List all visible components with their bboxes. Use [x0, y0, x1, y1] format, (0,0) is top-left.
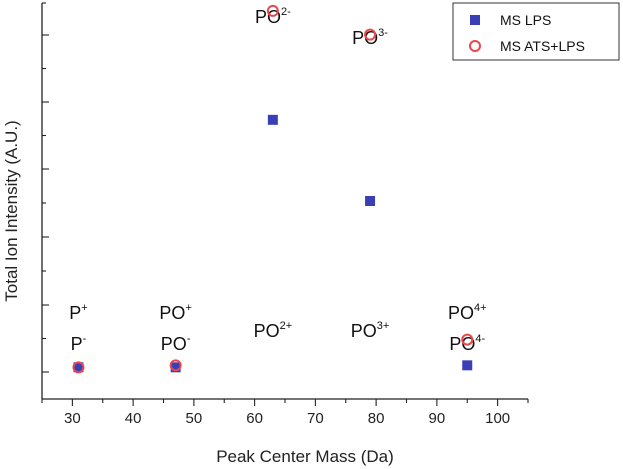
- ms-lps-point: [267, 114, 278, 125]
- legend-marker-ms-ats-lps: [469, 40, 481, 52]
- ion-label-charge: 3+: [377, 320, 390, 332]
- legend: MS LPS MS ATS+LPS: [452, 2, 620, 61]
- ion-label-charge: +: [185, 302, 191, 314]
- ion-label: PO2+: [254, 320, 293, 341]
- x-tick-label: 50: [186, 410, 203, 427]
- ms-ats-lps-point: [461, 333, 474, 346]
- legend-marker-ms-lps: [470, 15, 480, 25]
- tick-labels: 30 40 50 60 70 80 90 100: [64, 410, 510, 427]
- ion-label-charge: 4+: [474, 302, 487, 314]
- legend-box: [452, 2, 620, 61]
- ion-label: PO3+: [351, 320, 390, 341]
- ion-annotations: P+P-PO+PO- PO2+PO2-PO3+PO3-PO4+PO4-: [69, 6, 486, 354]
- ms-ats-lps-point: [364, 28, 377, 41]
- ms-lps-point: [462, 360, 473, 371]
- ion-label-charge: 3-: [378, 27, 388, 39]
- x-tick-label: 40: [125, 410, 142, 427]
- ion-label-base: PO: [161, 334, 187, 354]
- ion-label-base: PO: [448, 303, 474, 323]
- ion-label-charge: 4-: [475, 333, 485, 345]
- x-tick-label: 90: [429, 410, 446, 427]
- ms-ats-lps-point: [266, 4, 279, 17]
- ion-label: PO-: [161, 333, 191, 354]
- ms-lps-point: [170, 362, 181, 373]
- ion-label-charge: +: [81, 302, 87, 314]
- ms-ats-lps-point: [72, 361, 85, 374]
- ion-label-charge: 2-: [281, 6, 291, 18]
- legend-label: MS ATS+LPS: [500, 38, 585, 54]
- ms-ats-lps-point: [169, 359, 182, 372]
- ion-label-base: PO: [254, 321, 280, 341]
- legend-label: MS LPS: [500, 12, 551, 28]
- x-tick-label: 100: [485, 410, 510, 427]
- ion-label: PO+: [159, 302, 191, 323]
- x-tick-label: 30: [64, 410, 81, 427]
- y-axis-title: Total Ion Intensity (A.U.): [2, 120, 21, 301]
- ms-lps-point: [73, 362, 84, 373]
- ion-label-base: P: [71, 334, 83, 354]
- x-tick-label: 70: [307, 410, 324, 427]
- ion-label-base: PO: [351, 321, 377, 341]
- ion-label-charge: -: [187, 333, 191, 345]
- ion-label: PO4+: [448, 302, 487, 323]
- ion-label: P-: [71, 333, 87, 354]
- ion-label-base: PO: [159, 303, 185, 323]
- ion-label-base: P: [69, 303, 81, 323]
- ion-label-base: PO: [255, 7, 281, 27]
- x-tick-label: 60: [246, 410, 263, 427]
- x-axis-title: Peak Center Mass (Da): [216, 447, 394, 466]
- x-tick-label: 80: [368, 410, 385, 427]
- ion-label-charge: 2+: [280, 320, 293, 332]
- ms-lps-point: [365, 196, 376, 206]
- ion-label: P+: [69, 302, 87, 323]
- ion-label-base: PO: [449, 334, 475, 354]
- data-points: [72, 4, 474, 374]
- ion-label: PO2-: [255, 6, 291, 27]
- tick-marks: [41, 2, 529, 406]
- ion-label: PO4-: [449, 333, 485, 354]
- ion-label-charge: -: [83, 333, 87, 345]
